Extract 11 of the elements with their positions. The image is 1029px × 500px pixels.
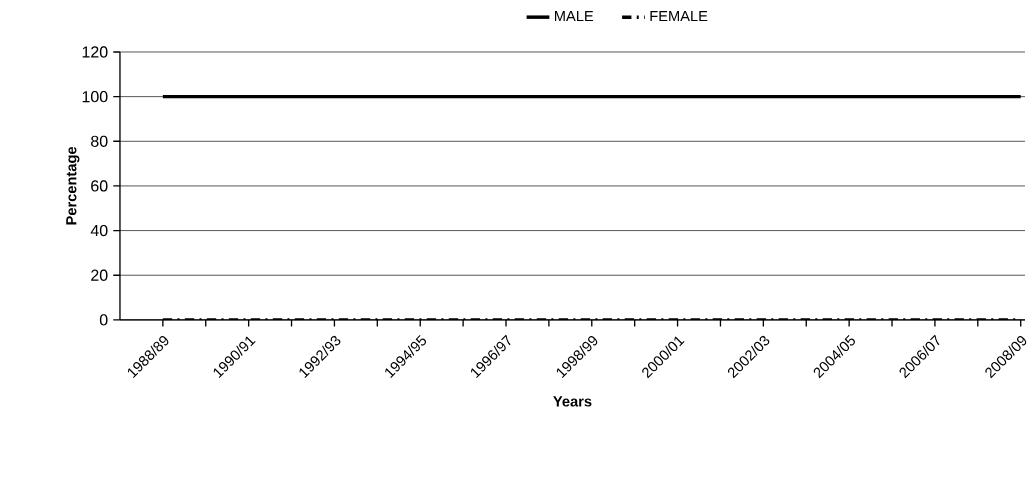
y-tick-label: 60 <box>91 180 108 192</box>
y-tick-label: 120 <box>82 46 108 58</box>
y-tick-label: 80 <box>91 135 108 148</box>
y-tick-label: 100 <box>82 91 108 103</box>
legend-label: MALE <box>554 11 594 22</box>
y-tick-label: 0 <box>99 314 108 326</box>
y-tick-label: 40 <box>90 225 108 237</box>
y-tick-label: 20 <box>91 269 108 281</box>
y-axis-title: Percentage <box>66 147 80 225</box>
x-axis-title: Years <box>553 396 592 407</box>
legend-label: FEMALE <box>650 11 708 22</box>
